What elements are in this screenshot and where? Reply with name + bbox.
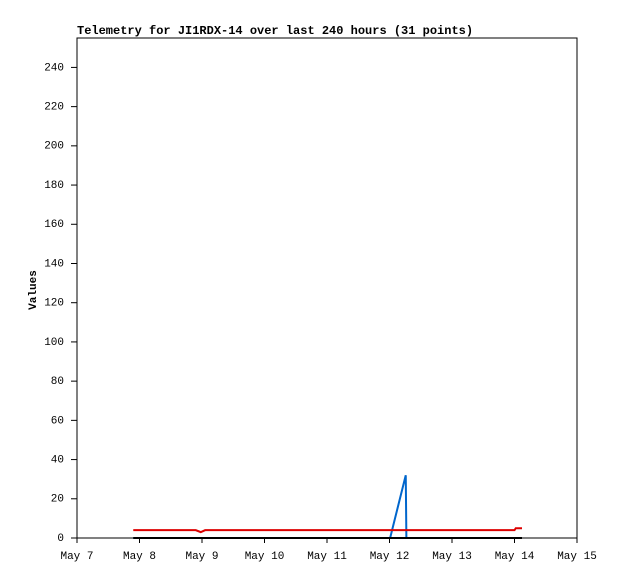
x-tick-label: May 10 — [245, 551, 285, 563]
x-tick-label: May 8 — [123, 551, 156, 563]
y-axis-label: Values — [28, 270, 40, 310]
y-tick-label: 100 — [44, 337, 64, 349]
y-tick-label: 160 — [44, 219, 64, 231]
x-tick-label: May 7 — [60, 551, 93, 563]
x-tick-label: May 15 — [557, 551, 597, 563]
chart-title: Telemetry for JI1RDX-14 over last 240 ho… — [77, 24, 473, 38]
y-tick-label: 120 — [44, 298, 64, 310]
y-tick-label: 200 — [44, 141, 64, 153]
y-tick-label: 20 — [51, 494, 64, 506]
series-line — [133, 527, 522, 534]
y-tick-label: 180 — [44, 180, 64, 192]
x-tick-label: May 9 — [185, 551, 218, 563]
y-tick-label: 220 — [44, 102, 64, 114]
y-tick-label: 240 — [44, 62, 64, 74]
y-tick-label: 80 — [51, 376, 64, 388]
y-tick-label: 40 — [51, 454, 64, 466]
y-tick-label: 60 — [51, 415, 64, 427]
x-tick-label: May 11 — [307, 551, 347, 563]
y-tick-label: 140 — [44, 258, 64, 270]
y-tick-label: 0 — [57, 533, 64, 545]
x-tick-label: May 14 — [495, 551, 535, 563]
x-tick-label: May 13 — [432, 551, 472, 563]
x-tick-label: May 12 — [370, 551, 410, 563]
